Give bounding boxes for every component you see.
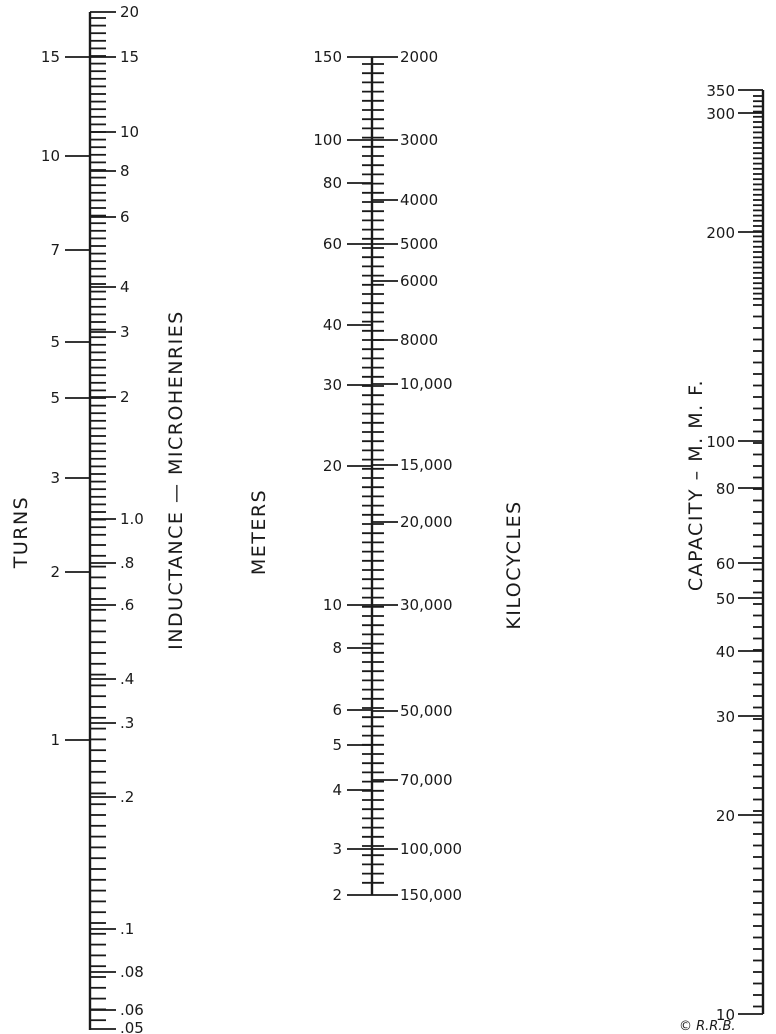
turns-label: 7 — [50, 241, 60, 259]
inductance-label: .08 — [120, 963, 144, 981]
capacity-minor-ticks — [753, 95, 763, 1008]
inductance-label: .05 — [120, 1019, 144, 1034]
kilocycles-label: 10,000 — [400, 375, 453, 393]
inductance-label: 1.0 — [120, 510, 144, 528]
capacity-label: 30 — [716, 708, 735, 726]
kilocycles-label: 50,000 — [400, 702, 453, 720]
inductance-axis-title: INDUCTANCE — MICROHENRIES — [165, 310, 187, 650]
turns-label: 5 — [50, 333, 60, 351]
meters-label: 20 — [323, 457, 342, 475]
kilocycles-label: 70,000 — [400, 771, 453, 789]
meters-kilocycles-scale: 150 100 80 60 40 30 20 10 8 6 5 4 3 2 20… — [248, 48, 525, 904]
capacity-label: 300 — [706, 105, 735, 123]
kilocycles-label: 20,000 — [400, 513, 453, 531]
inductance-label: .06 — [120, 1001, 144, 1019]
inductance-label: 4 — [120, 278, 130, 296]
turns-label: 1 — [50, 731, 60, 749]
meters-label: 40 — [323, 316, 342, 334]
turns-axis-title: TURNS — [10, 496, 32, 570]
kilocycles-label: 150,000 — [400, 886, 462, 904]
turns-inductance-scale: 15 10 7 5 5 3 2 1 20 15 10 8 6 4 3 2 1.0 — [10, 3, 187, 1034]
inductance-label: 10 — [120, 123, 139, 141]
kilocycles-label: 8000 — [400, 331, 438, 349]
meters-label: 100 — [313, 131, 342, 149]
turns-label: 2 — [50, 563, 60, 581]
copyright-credit: © R.R.B. — [679, 1019, 736, 1034]
capacity-label: 350 — [706, 82, 735, 100]
kilocycles-label: 100,000 — [400, 840, 462, 858]
kilocycles-label: 2000 — [400, 48, 438, 66]
capacity-label: 60 — [716, 555, 735, 573]
kilocycles-label: 4000 — [400, 191, 438, 209]
meters-label: 4 — [332, 781, 342, 799]
meters-label: 3 — [332, 840, 342, 858]
meters-label: 8 — [332, 639, 342, 657]
kilocycles-label: 6000 — [400, 272, 438, 290]
meters-label: 5 — [332, 736, 342, 754]
inductance-label: 8 — [120, 162, 130, 180]
capacity-label: 100 — [706, 433, 735, 451]
inductance-label: .1 — [120, 920, 134, 938]
capacity-label: 50 — [716, 590, 735, 608]
inductance-label: 2 — [120, 388, 130, 406]
inductance-label: .8 — [120, 554, 134, 572]
meters-axis-title: METERS — [248, 489, 270, 575]
turns-label: 3 — [50, 469, 60, 487]
meters-label: 150 — [313, 48, 342, 66]
inductance-label: .4 — [120, 670, 134, 688]
capacity-scale: 350 300 200 100 80 60 50 40 30 20 10 CAP… — [685, 82, 765, 1024]
capacity-axis-title: CAPACITY – M. M. F. — [685, 379, 707, 591]
inductance-label: 3 — [120, 323, 130, 341]
meters-label: 2 — [332, 886, 342, 904]
turns-label: 10 — [41, 147, 60, 165]
inductance-label: .2 — [120, 788, 134, 806]
capacity-label: 200 — [706, 224, 735, 242]
turns-inductance-minor-ticks — [90, 17, 106, 1022]
meters-kilocycles-minor-ticks — [362, 63, 384, 884]
inductance-label: 6 — [120, 208, 130, 226]
capacity-label: 10 — [716, 1006, 735, 1024]
inductance-label: .6 — [120, 596, 134, 614]
kilocycles-axis-title: KILOCYCLES — [503, 500, 525, 629]
turns-label: 5 — [50, 389, 60, 407]
inductance-label: 15 — [120, 48, 139, 66]
meters-label: 80 — [323, 174, 342, 192]
inductance-label: 20 — [120, 3, 139, 21]
capacity-label: 20 — [716, 807, 735, 825]
turns-label: 15 — [41, 48, 60, 66]
meters-label: 30 — [323, 376, 342, 394]
kilocycles-label: 15,000 — [400, 456, 453, 474]
kilocycles-label: 3000 — [400, 131, 438, 149]
capacity-label: 40 — [716, 643, 735, 661]
kilocycles-label: 5000 — [400, 235, 438, 253]
meters-label: 60 — [323, 235, 342, 253]
meters-label: 10 — [323, 596, 342, 614]
inductance-label: .3 — [120, 714, 134, 732]
meters-label: 6 — [332, 701, 342, 719]
kilocycles-label: 30,000 — [400, 596, 453, 614]
capacity-label: 80 — [716, 480, 735, 498]
